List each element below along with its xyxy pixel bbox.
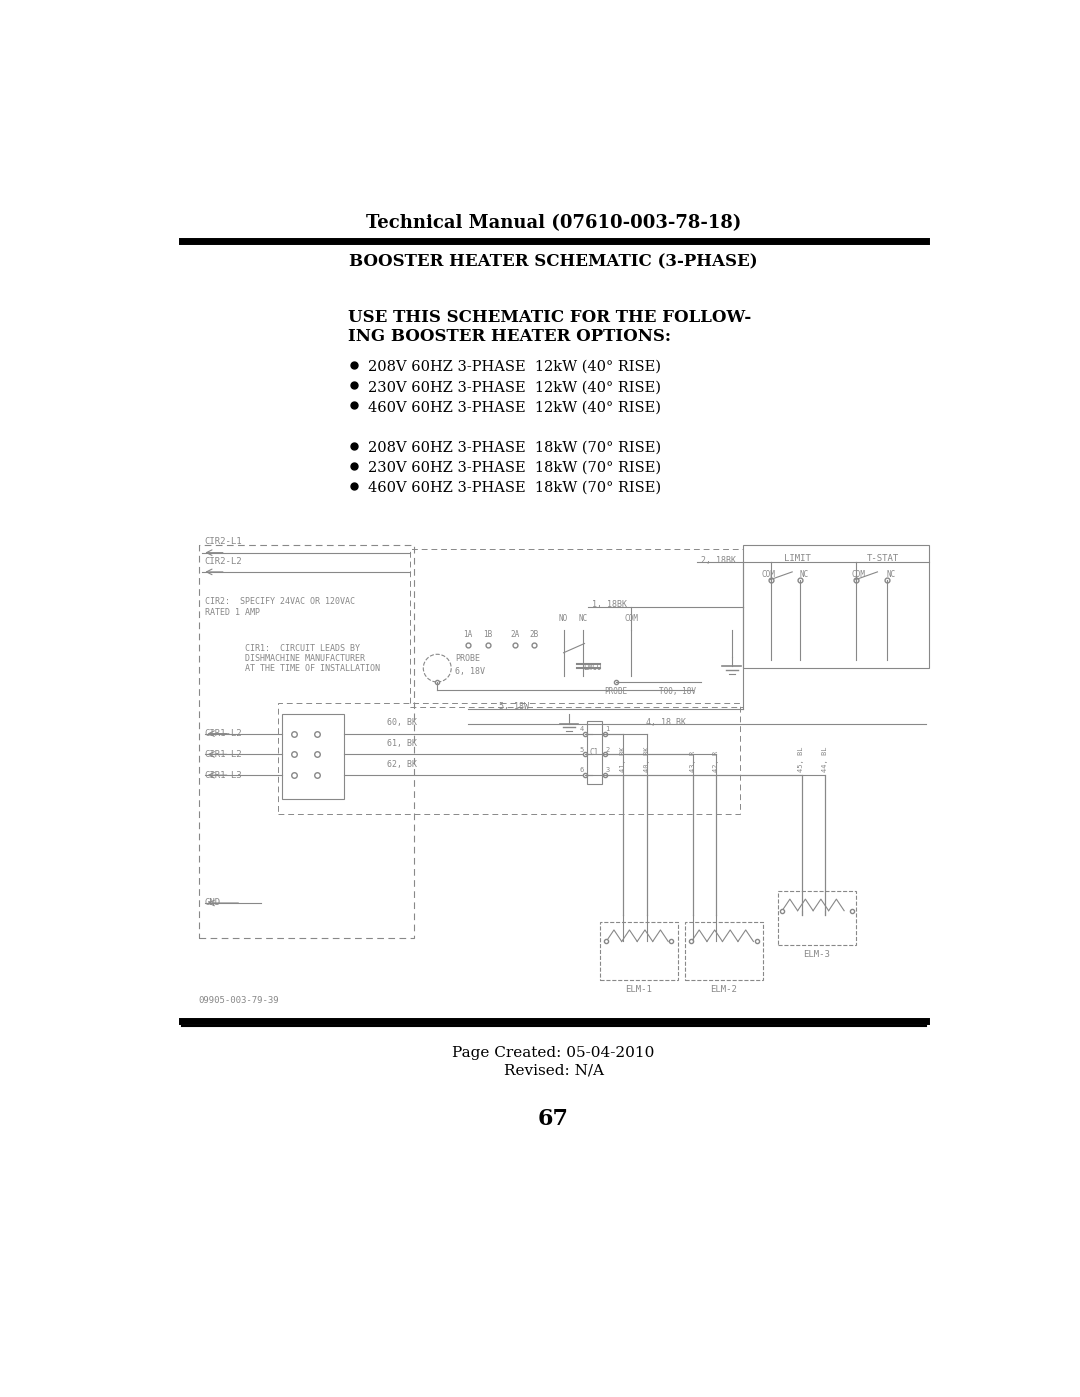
Text: 40, BK: 40, BK xyxy=(644,746,649,773)
Text: 2A: 2A xyxy=(510,630,519,638)
Bar xyxy=(282,714,345,799)
Text: 460V 60HZ 3-PHASE  12kW (40° RISE): 460V 60HZ 3-PHASE 12kW (40° RISE) xyxy=(367,400,661,414)
Text: 208V 60HZ 3-PHASE  18kW (70° RISE): 208V 60HZ 3-PHASE 18kW (70° RISE) xyxy=(367,441,661,455)
Text: LWCO: LWCO xyxy=(583,664,602,672)
Text: RATED 1 AMP: RATED 1 AMP xyxy=(205,608,260,617)
Text: PROBE: PROBE xyxy=(455,654,481,664)
Text: T-STAT: T-STAT xyxy=(867,555,899,563)
Text: 09905-003-79-39: 09905-003-79-39 xyxy=(199,996,279,1006)
Text: GND: GND xyxy=(205,898,221,908)
Text: ELM-1: ELM-1 xyxy=(625,985,652,993)
Text: ELM-3: ELM-3 xyxy=(804,950,831,960)
Text: CIR1-L2: CIR1-L2 xyxy=(205,750,242,759)
Text: ING BOOSTER HEATER OPTIONS:: ING BOOSTER HEATER OPTIONS: xyxy=(348,328,671,345)
Text: 67: 67 xyxy=(538,1108,569,1130)
Text: USE THIS SCHEMATIC FOR THE FOLLOW-: USE THIS SCHEMATIC FOR THE FOLLOW- xyxy=(348,309,752,326)
Text: 4: 4 xyxy=(579,726,583,732)
Text: 1B: 1B xyxy=(483,630,492,638)
Bar xyxy=(199,545,414,937)
Text: C1: C1 xyxy=(590,747,599,757)
Text: 1, 18BK: 1, 18BK xyxy=(592,599,627,609)
Text: 5, 18W: 5, 18W xyxy=(499,703,529,711)
Text: CIR2:  SPECIFY 24VAC OR 120VAC: CIR2: SPECIFY 24VAC OR 120VAC xyxy=(205,598,354,606)
Text: AT THE TIME OF INSTALLATION: AT THE TIME OF INSTALLATION xyxy=(245,664,380,672)
Text: 230V 60HZ 3-PHASE  18kW (70° RISE): 230V 60HZ 3-PHASE 18kW (70° RISE) xyxy=(367,461,661,475)
Text: 230V 60HZ 3-PHASE  12kW (40° RISE): 230V 60HZ 3-PHASE 12kW (40° RISE) xyxy=(367,380,661,394)
Bar xyxy=(685,922,762,979)
Text: Revised: N/A: Revised: N/A xyxy=(503,1065,604,1078)
Bar xyxy=(586,721,603,784)
Text: BOOSTER HEATER SCHEMATIC (3-PHASE): BOOSTER HEATER SCHEMATIC (3-PHASE) xyxy=(349,254,758,271)
Bar xyxy=(743,545,930,668)
Text: 4, 18 BK: 4, 18 BK xyxy=(647,718,687,726)
Text: 42, R: 42, R xyxy=(713,750,719,773)
Text: 44, BL: 44, BL xyxy=(822,746,827,773)
Text: 2, 18BK: 2, 18BK xyxy=(701,556,735,564)
Text: NC: NC xyxy=(578,615,588,623)
Text: CIR2-L1: CIR2-L1 xyxy=(205,538,242,546)
Text: 62, BK: 62, BK xyxy=(388,760,417,768)
Text: 3: 3 xyxy=(606,767,610,774)
Text: 460V 60HZ 3-PHASE  18kW (70° RISE): 460V 60HZ 3-PHASE 18kW (70° RISE) xyxy=(367,481,661,495)
Text: 208V 60HZ 3-PHASE  12kW (40° RISE): 208V 60HZ 3-PHASE 12kW (40° RISE) xyxy=(367,360,661,374)
Text: 6: 6 xyxy=(579,767,583,774)
Text: COM: COM xyxy=(761,570,775,580)
Bar xyxy=(410,549,743,707)
Text: LIMIT: LIMIT xyxy=(784,555,811,563)
Text: 41, BK: 41, BK xyxy=(620,746,626,773)
Text: NC: NC xyxy=(800,570,809,580)
Text: DISHMACHINE MANUFACTURER: DISHMACHINE MANUFACTURER xyxy=(245,654,365,662)
Text: COM: COM xyxy=(624,615,638,623)
Text: NO: NO xyxy=(559,615,568,623)
Text: 45, BL: 45, BL xyxy=(798,746,805,773)
Text: 1: 1 xyxy=(606,726,610,732)
Bar xyxy=(279,703,740,814)
Text: 61, BK: 61, BK xyxy=(388,739,417,749)
Text: 43, R: 43, R xyxy=(690,750,696,773)
Text: 2B: 2B xyxy=(529,630,539,638)
Text: ELM-2: ELM-2 xyxy=(711,985,738,993)
Text: CIR1-L2: CIR1-L2 xyxy=(205,729,242,738)
Text: 2: 2 xyxy=(606,746,610,753)
Text: 1A: 1A xyxy=(463,630,473,638)
Text: NC: NC xyxy=(887,570,896,580)
Bar xyxy=(600,922,677,979)
Text: CIR1-L3: CIR1-L3 xyxy=(205,771,242,780)
Text: PROBE: PROBE xyxy=(604,687,627,696)
Bar xyxy=(779,891,855,946)
Text: Technical Manual (07610-003-78-18): Technical Manual (07610-003-78-18) xyxy=(366,214,741,232)
Text: CIR2-L2: CIR2-L2 xyxy=(205,557,242,566)
Text: 60, BK: 60, BK xyxy=(388,718,417,728)
Text: COM: COM xyxy=(852,570,866,580)
Text: 5: 5 xyxy=(579,746,583,753)
Text: Page Created: 05-04-2010: Page Created: 05-04-2010 xyxy=(453,1046,654,1060)
Text: CIR1:  CIRCUIT LEADS BY: CIR1: CIRCUIT LEADS BY xyxy=(245,644,360,652)
Text: T00, 18V: T00, 18V xyxy=(659,687,696,696)
Text: 6, 18V: 6, 18V xyxy=(455,668,485,676)
